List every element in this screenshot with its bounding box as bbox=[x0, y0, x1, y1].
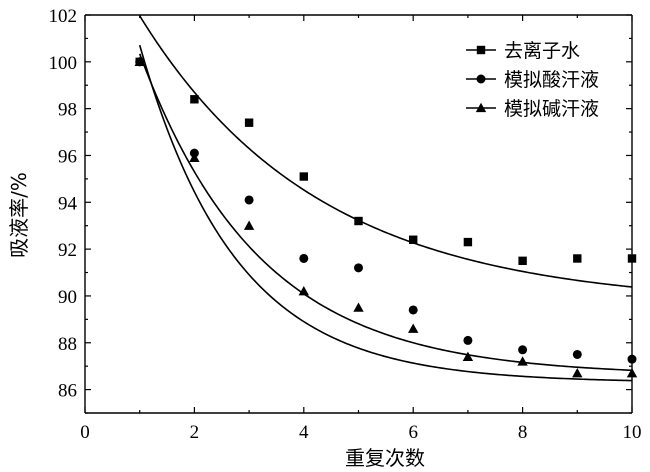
data-point-square bbox=[518, 256, 527, 266]
data-point-triangle bbox=[462, 351, 474, 361]
x-tick-label: 10 bbox=[623, 422, 642, 443]
legend-marker-square bbox=[476, 45, 486, 55]
x-tick-label: 4 bbox=[299, 422, 309, 443]
x-tick-label: 0 bbox=[80, 422, 90, 443]
data-point-circle bbox=[627, 354, 637, 364]
fit-curve-1 bbox=[139, 15, 633, 288]
legend-marker-triangle bbox=[475, 102, 487, 113]
legend-label: 模拟酸汗液 bbox=[504, 69, 599, 91]
y-tick-label: 86 bbox=[58, 381, 77, 402]
data-point-square bbox=[627, 254, 637, 263]
y-tick-label: 90 bbox=[58, 287, 77, 308]
data-point-circle bbox=[299, 253, 309, 263]
data-point-circle bbox=[463, 335, 473, 345]
data-point-circle bbox=[244, 195, 254, 205]
data-point-triangle bbox=[517, 356, 528, 366]
data-point-circle bbox=[572, 349, 582, 359]
legend-marker-circle bbox=[476, 74, 486, 84]
x-tick-label: 6 bbox=[408, 422, 418, 443]
data-point-triangle bbox=[298, 286, 309, 296]
data-point-triangle bbox=[134, 56, 145, 66]
fit-curves bbox=[138, 15, 633, 382]
fit-curve-2 bbox=[138, 53, 633, 372]
x-tick-label: 2 bbox=[190, 422, 200, 443]
data-point-square bbox=[299, 172, 308, 181]
y-axis-title: 吸液率/% bbox=[7, 172, 31, 258]
data-point-circle bbox=[408, 305, 418, 315]
data-point-circle bbox=[518, 345, 528, 355]
data-point-square bbox=[190, 95, 199, 104]
data-point-triangle bbox=[626, 368, 638, 378]
y-tick-label: 88 bbox=[58, 334, 77, 355]
data-point-square bbox=[463, 237, 473, 247]
axes: 0 2 4 6 8 10 86 88 90 92 94 96 98 100 102 bbox=[49, 6, 642, 443]
x-axis-title: 重复次数 bbox=[345, 446, 425, 470]
x-tick-label: 8 bbox=[518, 422, 528, 443]
data-point-circle bbox=[354, 263, 363, 273]
data-point-triangle bbox=[189, 152, 200, 162]
data-point-square bbox=[409, 235, 418, 244]
data-point-square bbox=[244, 118, 254, 127]
data-point-triangle bbox=[572, 368, 583, 378]
data-point-triangle bbox=[243, 220, 255, 230]
y-tick-label: 102 bbox=[49, 6, 78, 27]
legend-label: 去离子水 bbox=[504, 40, 580, 62]
legend-label: 模拟碱汗液 bbox=[504, 98, 599, 120]
data-point-triangle bbox=[353, 302, 364, 312]
y-tick-label: 96 bbox=[58, 146, 77, 167]
data-point-square bbox=[354, 216, 363, 226]
y-tick-label: 98 bbox=[58, 100, 77, 121]
y-tick-label: 92 bbox=[58, 240, 77, 261]
y-tick-label: 100 bbox=[49, 53, 78, 74]
data-point-triangle bbox=[408, 323, 419, 333]
fit-curve-3 bbox=[138, 44, 633, 382]
data-point-square bbox=[573, 254, 582, 263]
data-points bbox=[134, 56, 638, 378]
y-tick-label: 94 bbox=[58, 193, 78, 214]
